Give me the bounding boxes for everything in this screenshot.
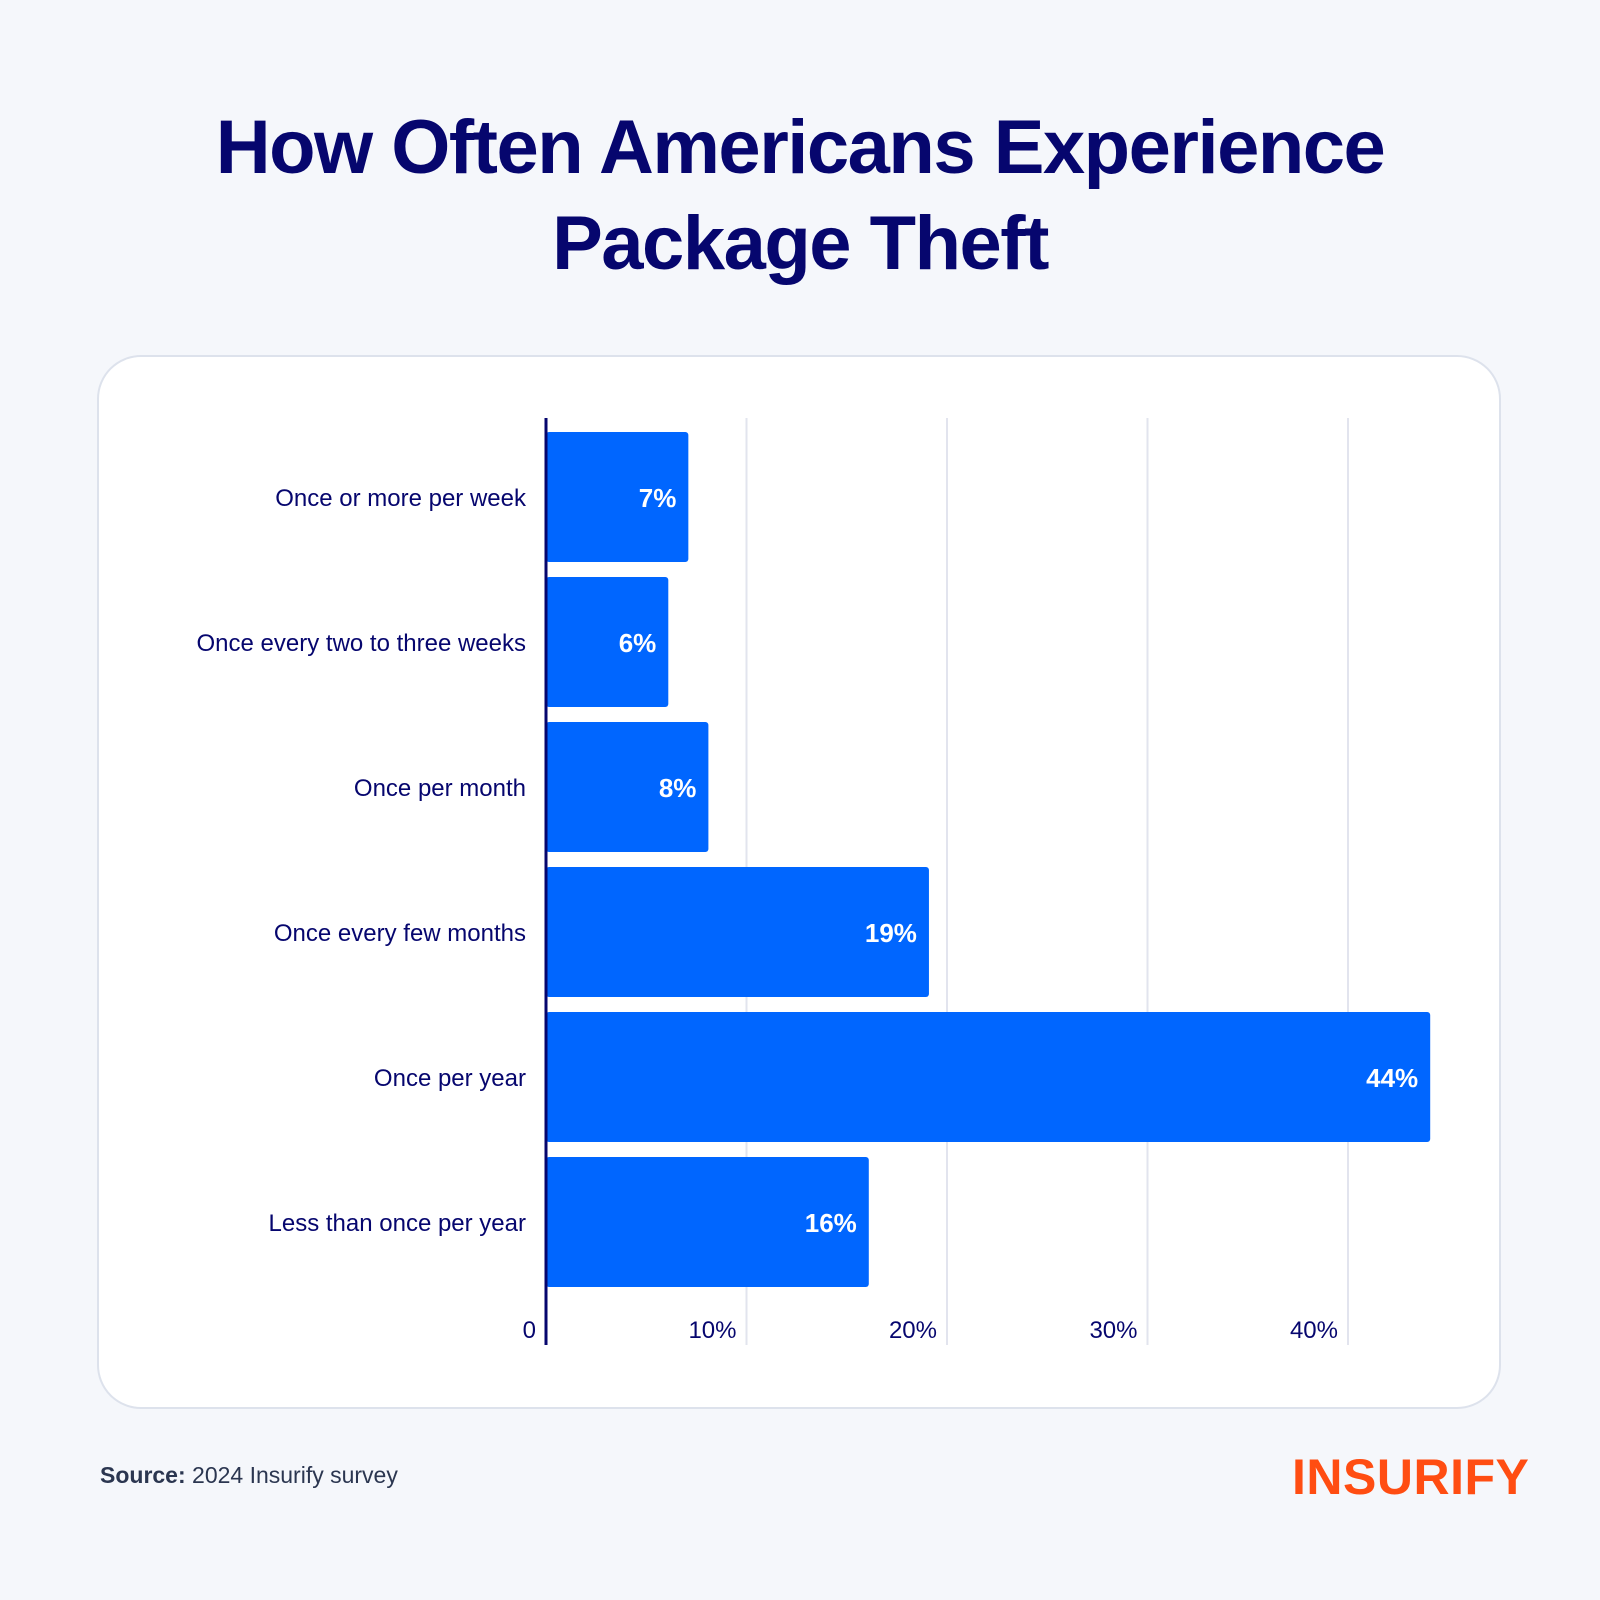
bar-1: [546, 432, 689, 562]
category-label-5: Once per year: [374, 1065, 526, 1092]
bar-3: [546, 722, 709, 852]
x-tick-label-40: 40%: [1290, 1317, 1338, 1344]
bar-4: [546, 867, 929, 997]
x-tick-label-0: 0: [523, 1317, 536, 1344]
chart-title: How Often Americans Experience Package T…: [0, 100, 1600, 292]
x-tick-label-30: 30%: [1089, 1317, 1137, 1344]
bar-5: [546, 1012, 1431, 1142]
title-line-1: How Often Americans Experience: [215, 105, 1386, 190]
source-note: Source: 2024 Insurify survey: [100, 1462, 398, 1489]
source-text: 2024 Insurify survey: [192, 1462, 398, 1488]
bar-value-label-4: 19%: [865, 918, 917, 948]
category-label-6: Less than once per year: [269, 1210, 527, 1237]
bar-6: [546, 1157, 869, 1287]
category-label-4: Once every few months: [274, 920, 526, 947]
x-tick-label-20: 20%: [889, 1317, 937, 1344]
x-tick-label-10: 10%: [688, 1317, 736, 1344]
bar-value-label-1: 7%: [639, 483, 677, 513]
bar-value-label-5: 44%: [1366, 1063, 1418, 1093]
insurify-logo: INSURIFY: [1292, 1449, 1530, 1505]
title-line-2: Package Theft: [552, 201, 1049, 286]
category-label-3: Once per month: [354, 775, 526, 802]
category-label-1: Once or more per week: [275, 485, 527, 512]
bar-2: [546, 577, 669, 707]
bar-value-label-6: 16%: [805, 1208, 857, 1238]
bar-value-label-2: 6%: [619, 628, 657, 658]
bar-value-label-3: 8%: [659, 773, 697, 803]
source-label: Source:: [100, 1462, 186, 1488]
category-label-2: Once every two to three weeks: [197, 630, 526, 657]
